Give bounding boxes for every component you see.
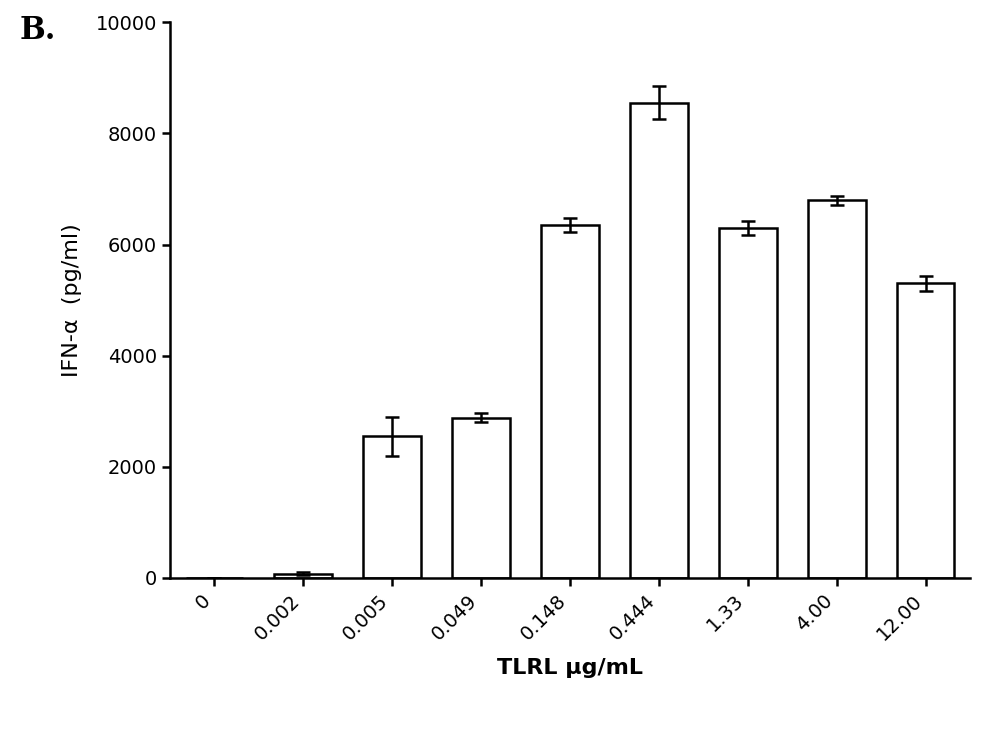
Bar bbox=[541, 225, 599, 578]
Bar bbox=[274, 574, 332, 578]
Bar bbox=[363, 436, 421, 578]
X-axis label: TLRL μg/mL: TLRL μg/mL bbox=[497, 658, 643, 678]
Y-axis label: IFN-α  (pg/ml): IFN-α (pg/ml) bbox=[62, 223, 82, 377]
Bar bbox=[630, 103, 688, 578]
Text: B.: B. bbox=[20, 15, 56, 46]
Bar bbox=[808, 200, 866, 578]
Bar bbox=[452, 418, 510, 578]
Bar bbox=[897, 284, 954, 578]
Bar bbox=[719, 228, 777, 578]
